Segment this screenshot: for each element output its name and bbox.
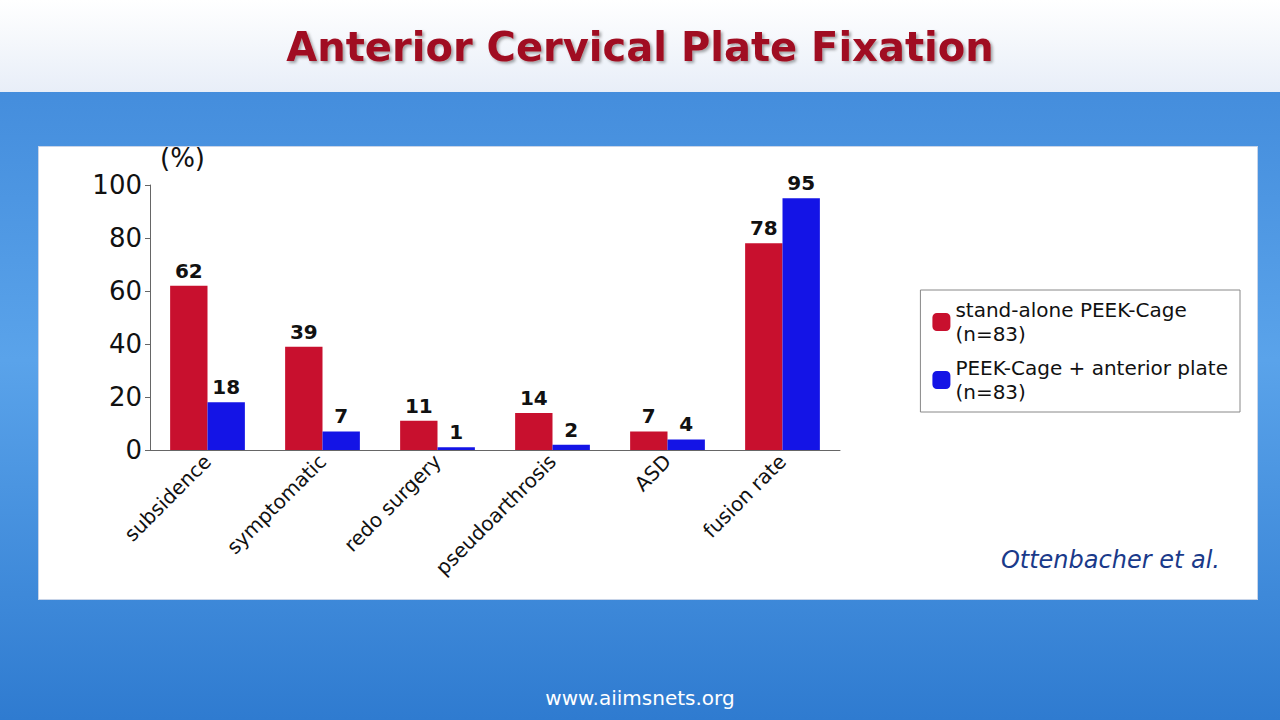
svg-text:95: 95	[787, 171, 815, 195]
svg-text:Ottenbacher et al.: Ottenbacher et al.	[1001, 546, 1220, 574]
svg-text:39: 39	[290, 320, 318, 344]
svg-text:7: 7	[334, 404, 348, 428]
svg-text:18: 18	[212, 375, 240, 399]
svg-text:ASD: ASD	[629, 450, 675, 496]
svg-text:20: 20	[109, 382, 142, 412]
svg-text:11: 11	[405, 394, 433, 418]
svg-text:(n=83): (n=83)	[955, 380, 1026, 404]
svg-text:14: 14	[520, 386, 548, 410]
svg-text:stand-alone PEEK-Cage: stand-alone PEEK-Cage	[955, 298, 1186, 322]
svg-text:4: 4	[679, 412, 693, 436]
svg-text:100: 100	[92, 170, 142, 200]
svg-text:60: 60	[109, 276, 142, 306]
svg-text:0: 0	[125, 435, 142, 465]
svg-text:redo surgery: redo surgery	[339, 449, 446, 556]
svg-text:80: 80	[109, 223, 142, 253]
svg-text:(n=83): (n=83)	[955, 322, 1026, 346]
svg-text:78: 78	[750, 216, 778, 240]
svg-text:www.aiimsnets.org: www.aiimsnets.org	[545, 686, 734, 710]
svg-text:pseudoarthrosis: pseudoarthrosis	[431, 450, 561, 580]
svg-text:7: 7	[642, 404, 656, 428]
svg-text:(%): (%)	[160, 143, 205, 173]
svg-text:62: 62	[175, 259, 203, 283]
svg-text:1: 1	[449, 420, 463, 444]
svg-text:PEEK-Cage + anterior plate: PEEK-Cage + anterior plate	[955, 356, 1228, 380]
svg-text:Anterior Cervical Plate Fixati: Anterior Cervical Plate Fixation	[286, 24, 993, 70]
svg-text:symptomatic: symptomatic	[222, 450, 331, 559]
svg-text:40: 40	[109, 329, 142, 359]
svg-text:fusion rate: fusion rate	[698, 450, 791, 543]
svg-text:subsidence: subsidence	[119, 450, 216, 547]
svg-text:2: 2	[564, 418, 578, 442]
